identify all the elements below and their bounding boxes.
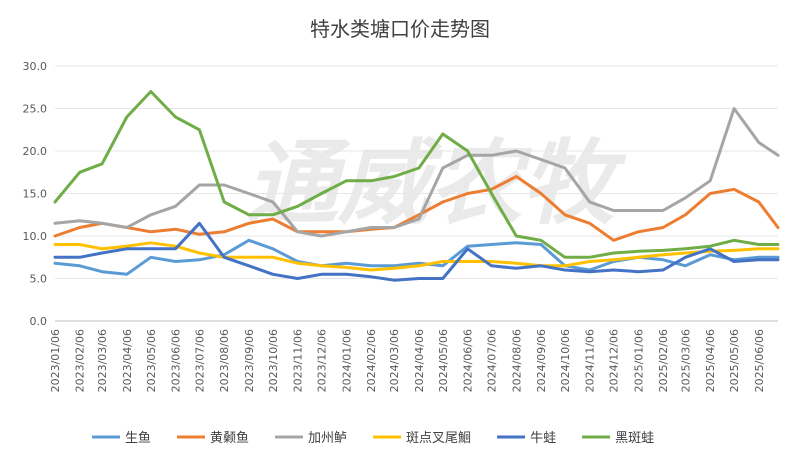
- x-tick-label: 2023/07/06: [193, 329, 206, 392]
- x-tick-label: 2023/04/06: [121, 329, 134, 392]
- x-tick-label: 2024/09/06: [535, 329, 548, 392]
- legend-label: 牛蛙: [530, 431, 556, 446]
- y-axis-ticks: 0.0 5.0 10.0 15.0 20.0 25.0 30.0: [23, 60, 48, 328]
- y-tick-label: 25.0: [23, 103, 48, 116]
- legend-label: 加州鲈: [308, 431, 347, 446]
- y-tick-label: 15.0: [23, 188, 48, 201]
- x-tick-label: 2023/11/06: [292, 329, 305, 392]
- x-tick-label: 2025/01/06: [632, 329, 645, 392]
- x-tick-label: 2024/07/06: [486, 329, 499, 392]
- x-tick-label: 2023/03/06: [96, 329, 109, 392]
- x-tick-label: 2023/02/06: [74, 329, 87, 392]
- legend-item-4: 斑点叉尾鮰: [373, 431, 471, 446]
- legend-label: 黑斑蛙: [615, 431, 654, 446]
- legend-item-3: 加州鲈: [275, 431, 347, 446]
- series-line-1: [53, 238, 780, 276]
- x-tick-label: 2023/05/06: [145, 329, 158, 392]
- y-tick-label: 0.0: [30, 315, 48, 328]
- x-tick-label: 2024/04/06: [413, 329, 426, 392]
- x-tick-label: 2023/01/06: [49, 329, 62, 392]
- x-tick-label: 2025/05/06: [728, 329, 741, 392]
- x-tick-label: 2025/04/06: [704, 329, 717, 392]
- legend: 生鱼 黄颡鱼 加州鲈 斑点叉尾鮰 牛蛙 黑斑蛙: [92, 430, 654, 446]
- x-tick-label: 2025/06/06: [753, 329, 766, 392]
- x-tick-label: 2025/02/06: [657, 329, 670, 392]
- legend-item-1: 生鱼: [92, 430, 151, 446]
- x-tick-label: 2023/12/06: [316, 329, 329, 392]
- series-line-3: [53, 107, 780, 238]
- legend-label: 斑点叉尾鮰: [406, 431, 471, 446]
- x-tick-label: 2023/09/06: [243, 329, 256, 392]
- series-line-2: [53, 175, 780, 242]
- x-tick-label: 2024/08/06: [510, 329, 523, 392]
- x-tick-label: 2024/06/06: [462, 329, 475, 392]
- x-tick-label: 2023/06/06: [170, 329, 183, 392]
- legend-item-2: 黄颡鱼: [177, 430, 249, 446]
- x-tick-label: 2023/10/06: [267, 329, 280, 392]
- y-tick-label: 5.0: [30, 273, 48, 286]
- gridlines: [55, 65, 778, 279]
- x-tick-label: 2024/12/06: [608, 329, 621, 392]
- y-tick-label: 30.0: [23, 60, 48, 73]
- x-tick-label: 2024/03/06: [388, 329, 401, 392]
- x-axis-ticks: 2023/01/06 2023/02/06 2023/03/06 2023/04/06…: [49, 329, 766, 392]
- legend-label: 黄颡鱼: [210, 430, 249, 446]
- x-tick-label: 2025/03/06: [679, 329, 692, 392]
- x-tick-label: 2024/02/06: [365, 329, 378, 392]
- series-line-6: [53, 90, 780, 259]
- series-lines: [53, 90, 780, 282]
- series-line-5: [53, 221, 780, 282]
- x-tick-label: 2024/01/06: [340, 329, 353, 392]
- y-tick-label: 20.0: [23, 145, 48, 158]
- legend-item-5: 牛蛙: [497, 431, 556, 446]
- x-tick-label: 2024/10/06: [559, 329, 572, 392]
- series-line-4: [53, 241, 780, 272]
- x-tick-label: 2024/11/06: [584, 329, 597, 392]
- y-tick-label: 10.0: [23, 230, 48, 243]
- legend-item-6: 黑斑蛙: [582, 431, 654, 446]
- chart-title: 特水类塘口价走势图: [310, 17, 490, 41]
- x-tick-label: 2024/05/06: [437, 329, 450, 392]
- legend-label: 生鱼: [125, 430, 151, 446]
- x-tick-label: 2023/08/06: [218, 329, 231, 392]
